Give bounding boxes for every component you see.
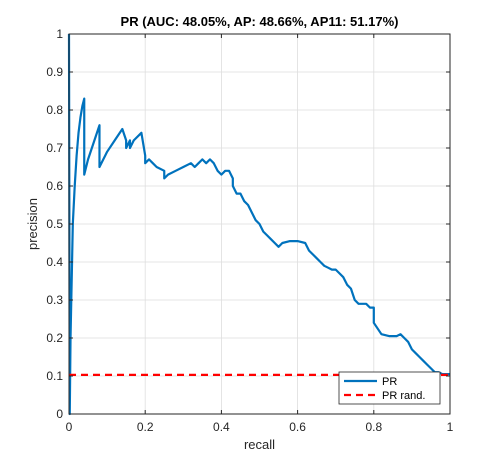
pr-series-line xyxy=(67,33,450,416)
y-tick-label: 0.7 xyxy=(46,141,63,155)
grid-lines xyxy=(68,33,451,415)
y-tick-label: 0.9 xyxy=(46,65,63,79)
legend-label-pr-rand: PR rand. xyxy=(382,390,425,402)
y-tick-label: 0.6 xyxy=(46,179,63,193)
y-tick-label: 0.5 xyxy=(46,217,63,231)
y-tick-label: 1 xyxy=(56,27,63,41)
y-axis-label: precision xyxy=(25,198,40,250)
y-tick-label: 0.4 xyxy=(46,255,63,269)
x-tick-label: 1 xyxy=(447,420,454,434)
x-tick-label: 0.6 xyxy=(289,420,306,434)
y-tick-label: 0.2 xyxy=(46,331,63,345)
y-tick-label: 0 xyxy=(56,407,63,421)
y-tick-label: 0.3 xyxy=(46,293,63,307)
legend: PR PR rand. xyxy=(338,371,441,405)
tick-marks xyxy=(68,33,451,415)
x-axis-label: recall xyxy=(244,437,275,452)
chart-title: PR (AUC: 48.05%, AP: 48.66%, AP11: 51.17… xyxy=(121,14,399,29)
x-tick-label: 0.4 xyxy=(213,420,230,434)
legend-box xyxy=(338,371,441,405)
y-tick-label: 0.8 xyxy=(46,103,63,117)
tick-labels: 0 0.2 0.4 0.6 0.8 1 0 0.1 0.2 0.3 0.4 0.5 0.6 0.7 0.8 0… xyxy=(46,27,453,434)
x-tick-label: 0.8 xyxy=(365,420,382,434)
x-tick-label: 0.2 xyxy=(137,420,154,434)
y-tick-label: 0.1 xyxy=(46,369,63,383)
legend-label-pr: PR xyxy=(382,376,397,388)
x-tick-label: 0 xyxy=(66,420,73,434)
